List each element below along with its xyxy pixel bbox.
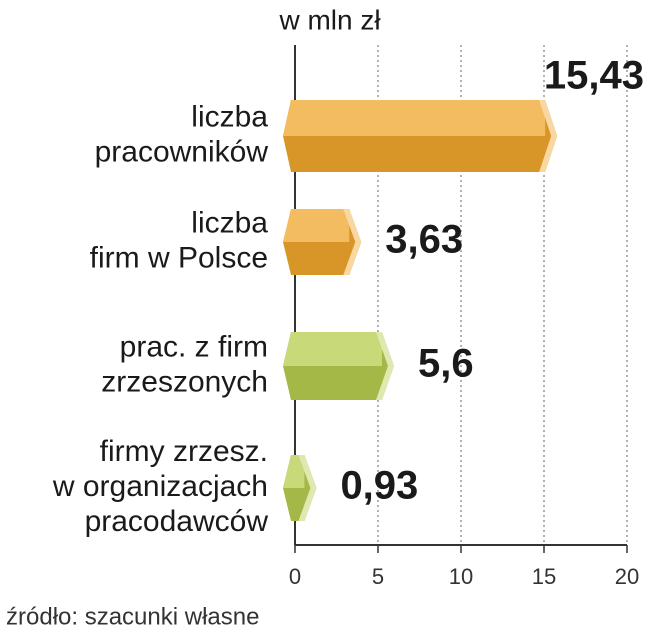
chart-title: w mln zł	[278, 4, 381, 35]
bar-group	[283, 332, 394, 400]
value-label: 5,6	[418, 342, 474, 386]
bar-cap	[298, 455, 317, 521]
value-label: 0,93	[340, 464, 418, 508]
category-label: liczba firm w Polsce	[90, 206, 269, 274]
bar-cap	[375, 332, 394, 400]
bar-group	[283, 455, 317, 521]
bar-group	[283, 209, 362, 275]
x-tick-label: 5	[372, 564, 384, 589]
source-note: źródło: szacunki własne	[6, 603, 259, 630]
bar-group	[283, 100, 558, 172]
bar-cap	[343, 209, 362, 275]
x-tick-label: 20	[615, 564, 639, 589]
bar-highlight	[283, 455, 305, 488]
value-label: 3,63	[385, 218, 463, 262]
category-label: firmy zrzesz. w organizacjach pracodawców	[52, 435, 268, 538]
bar-highlight	[283, 100, 546, 136]
bar-highlight	[283, 209, 350, 242]
bar-cap	[539, 100, 558, 172]
x-tick-label: 10	[449, 564, 473, 589]
x-tick-label: 0	[289, 564, 301, 589]
category-label: liczba pracowników	[95, 100, 269, 168]
x-tick-label: 15	[532, 564, 556, 589]
category-label: prac. z firm zrzeszonych	[101, 330, 268, 398]
value-label: 15,43	[544, 54, 644, 98]
bar-highlight	[283, 332, 382, 366]
